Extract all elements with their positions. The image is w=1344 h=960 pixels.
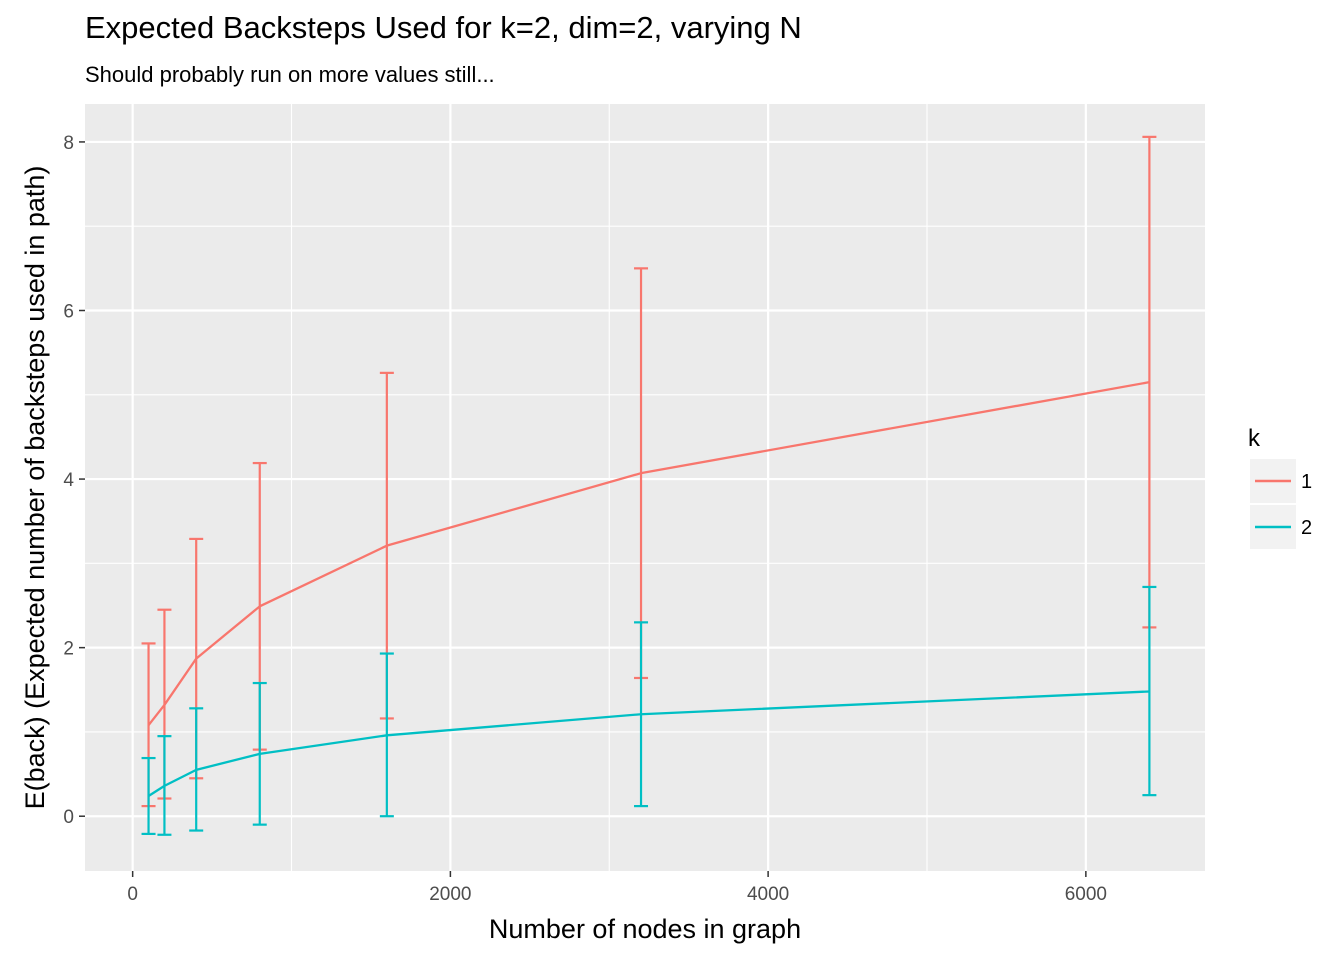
chart-title: Expected Backsteps Used for k=2, dim=2, … (85, 10, 802, 45)
y-axis: 0 2 4 6 8 (63, 133, 85, 828)
x-tick-label: 6000 (1065, 884, 1107, 905)
series-line (147, 381, 1150, 726)
chart-subtitle: Should probably run on more values still… (85, 62, 495, 87)
series-2 (141, 585, 1157, 836)
x-axis-title: Number of nodes in graph (489, 914, 801, 944)
legend: k 1 2 (1248, 425, 1312, 549)
y-tick-label: 8 (63, 133, 74, 154)
series-layer (141, 135, 1157, 836)
x-tick-label: 2000 (429, 884, 471, 905)
y-tick-label: 6 (63, 302, 74, 323)
y-tick-label: 2 (63, 639, 74, 660)
grid-major (85, 104, 1205, 871)
x-axis: 0 2000 4000 6000 (127, 871, 1107, 905)
plot-panel (85, 104, 1205, 871)
legend-title: k (1248, 425, 1261, 452)
legend-item: 2 (1250, 505, 1312, 549)
grid-minor (85, 104, 1205, 871)
x-tick-label: 4000 (747, 884, 789, 905)
y-tick-label: 0 (63, 807, 74, 828)
legend-label: 1 (1301, 471, 1312, 493)
y-tick-label: 4 (63, 470, 74, 491)
x-tick-label: 0 (127, 884, 138, 905)
legend-item: 1 (1250, 459, 1312, 503)
series-line (147, 690, 1150, 797)
y-axis-title: E(back) (Expected number of backsteps us… (20, 166, 50, 810)
legend-label: 2 (1301, 517, 1312, 539)
